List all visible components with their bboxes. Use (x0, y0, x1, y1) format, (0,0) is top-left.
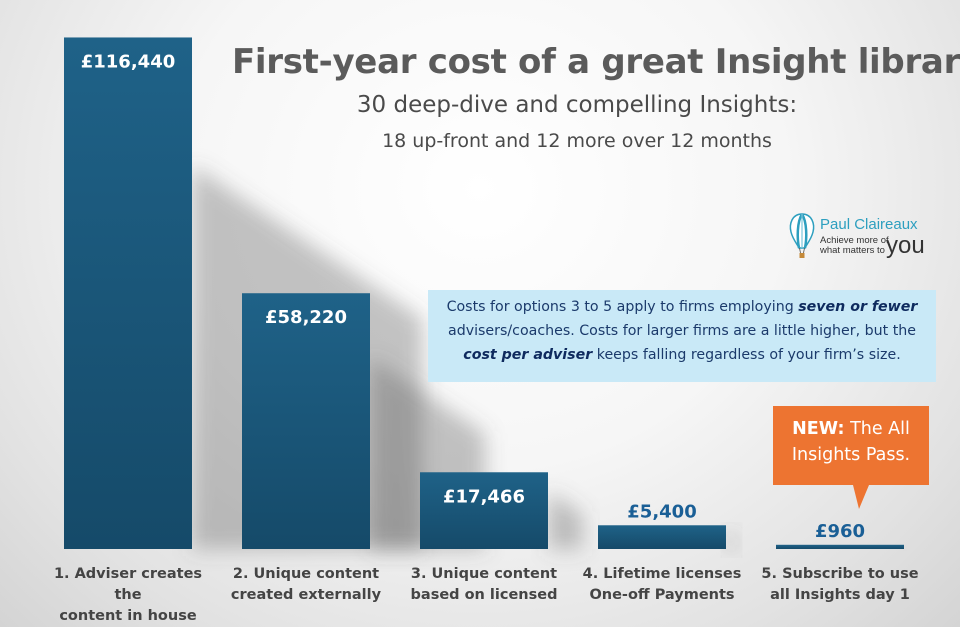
new-offer-callout: NEW: The All Insights Pass. (773, 406, 929, 512)
x-axis-category-label: 4. Lifetime licenses One-off Payments (582, 566, 742, 603)
hot-air-balloon-icon (789, 213, 815, 258)
bar-value-label: £17,466 (443, 486, 525, 507)
note-emphasis: seven or fewer (798, 299, 918, 315)
x-axis-category-label: 2. Unique content created externally (230, 566, 382, 603)
x-axis-category-label: 5. Subscribe to use all Insights day 1 (761, 566, 919, 603)
bar-4 (598, 525, 726, 549)
bar-value-label: £5,400 (627, 501, 696, 522)
logo-tagline-you: you (886, 232, 925, 259)
bar-shadow (548, 491, 583, 549)
bar-value-label: £58,220 (265, 307, 347, 328)
x-axis-category-label: 1. Adviser creates the content in house (53, 566, 203, 624)
brand-logo: Paul Claireaux Achieve more of what matt… (788, 212, 938, 264)
bar-5 (776, 544, 904, 549)
chart-title: First-year cost of a great Insight libra… (232, 42, 960, 82)
bar-shadow (726, 531, 737, 549)
callout-bubble (773, 406, 929, 509)
callout-text: The All Insights Pass. (791, 419, 911, 465)
callout-new-badge: NEW: (792, 419, 845, 439)
logo-tagline: Achieve more of what matters to (820, 235, 889, 256)
x-axis-category-label: 3. Unique content based on licensed (410, 566, 558, 603)
bar-shadow (904, 545, 906, 549)
note-emphasis: cost per adviser (463, 347, 593, 363)
logo-name: Paul Claireaux (820, 216, 918, 233)
bar-1 (64, 37, 192, 549)
bar-value-label: £960 (815, 521, 865, 542)
chart-subtitle-detail: 18 up-front and 12 more over 12 months (382, 130, 772, 152)
note-text: Costs for options 3 to 5 apply to firms … (446, 299, 799, 315)
bar-3 (420, 472, 548, 549)
pricing-note: Costs for options 3 to 5 apply to firms … (428, 290, 936, 382)
note-text: advisers/coaches. Costs for larger firms… (448, 323, 916, 339)
note-text: keeps falling regardless of your firm’s … (592, 347, 901, 363)
bar-2 (242, 293, 370, 549)
bar-value-label: £116,440 (81, 51, 176, 72)
chart-subtitle: 30 deep-dive and compelling Insights: (356, 92, 798, 118)
